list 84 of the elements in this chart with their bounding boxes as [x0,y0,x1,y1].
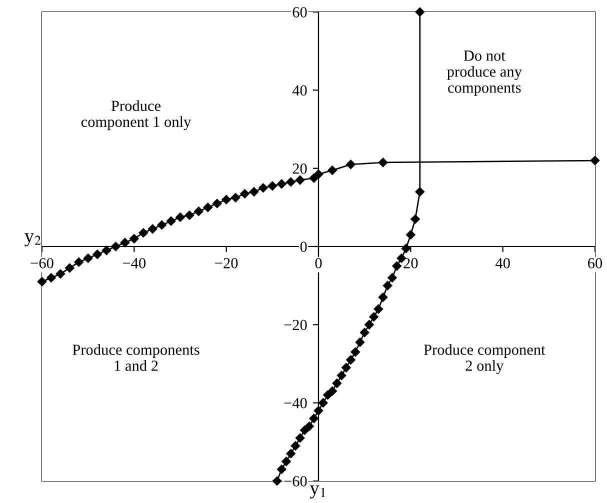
y-tick-label: 20 [292,163,307,174]
point [222,194,231,204]
point [37,277,47,286]
point [314,170,324,179]
x-tick-label: −60 [30,258,54,268]
point [415,7,425,17]
point [120,238,130,248]
point [346,355,356,364]
y-tick-label: 0 [300,242,307,252]
point [258,183,268,192]
point [92,250,102,259]
y-tick-label: 60 [292,7,307,18]
point [46,273,56,282]
point [184,210,194,220]
point [203,202,213,212]
point [369,312,378,322]
point [332,378,342,388]
y-axis-title: y$_{2}$ [24,233,41,246]
point [277,179,286,189]
y-tick-label: −20 [284,320,307,330]
point [295,433,305,443]
point [314,406,324,416]
point [401,244,411,254]
y-tick-label: −60 [284,476,307,486]
point [282,456,291,466]
point [102,246,112,256]
point [355,338,365,347]
point [388,273,397,282]
point [176,212,185,222]
point [65,263,74,273]
point [383,280,392,290]
x-tick-label: −20 [215,258,238,268]
point [83,254,93,263]
annotation: Produce component 2 only [424,344,546,374]
point [406,230,416,240]
point [130,234,139,244]
y-tick-label: −40 [284,398,307,408]
point [590,156,600,166]
y-tick-label: 40 [292,85,307,96]
point [318,398,328,408]
annotation: Produce component 1 only [81,100,192,130]
point [392,261,402,271]
point [364,320,374,330]
point [286,449,296,458]
point [240,189,250,198]
point [336,370,346,380]
point [286,177,296,187]
point [157,220,166,230]
annotation: Produce components 1 and 2 [72,344,200,371]
point [268,181,278,191]
point [323,390,332,400]
point [410,214,420,224]
point [309,414,319,424]
point [111,242,120,252]
point [342,363,351,372]
point [415,187,425,196]
point [295,175,305,185]
point [56,269,66,278]
x-tick-label: −40 [122,258,146,268]
point [277,464,286,474]
point [194,206,204,216]
point [300,426,310,435]
point [138,228,148,238]
point [374,304,384,314]
x-axis-title: y$_{1}$ [310,485,326,499]
x-tick-label: 60 [588,258,602,268]
point [290,441,300,450]
annotation: Do not produce any components [447,50,522,96]
point [230,193,240,202]
point [148,224,158,234]
point [272,476,282,486]
point [378,292,388,302]
x-tick-label: 40 [495,258,510,268]
point [360,328,370,338]
x-tick-label: 20 [404,258,418,268]
point [212,198,222,208]
point [378,158,388,168]
point [166,216,176,226]
point [346,160,356,170]
point [328,166,337,175]
point [350,347,360,357]
point [249,187,259,196]
point [74,258,84,267]
x-tick-label: 0 [315,258,322,268]
